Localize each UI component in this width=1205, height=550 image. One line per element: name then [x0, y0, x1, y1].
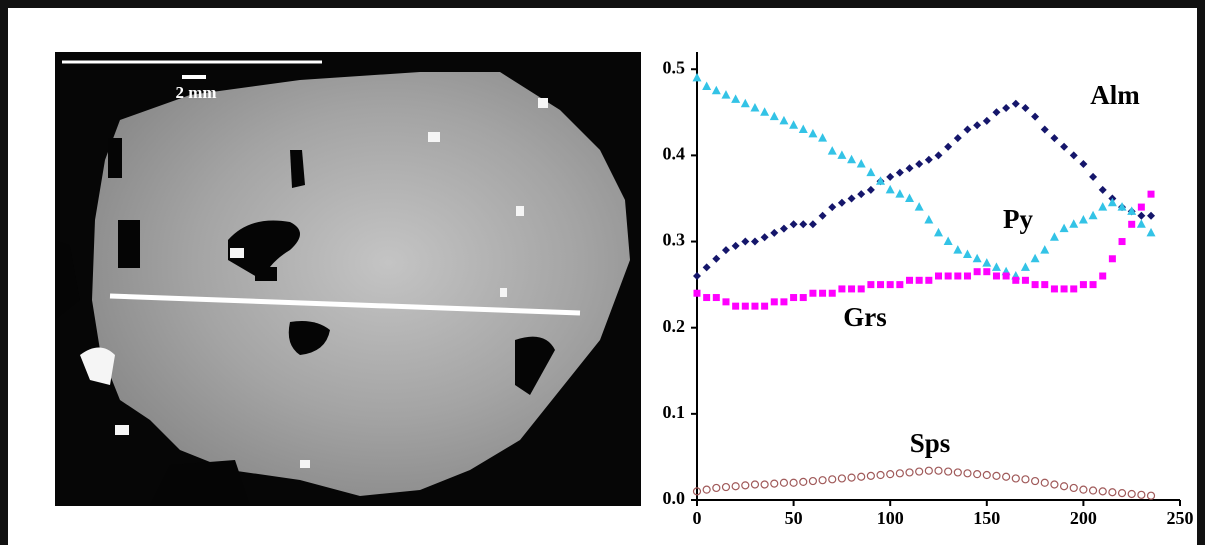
point [771, 298, 778, 305]
x-tick-label: 150 [973, 508, 1000, 528]
point [1119, 238, 1126, 245]
y-tick-label: 0.5 [663, 57, 686, 77]
point [1099, 273, 1106, 280]
point [1061, 285, 1068, 292]
point [1090, 281, 1097, 288]
y-tick-label: 0.1 [663, 402, 686, 422]
point [1022, 277, 1029, 284]
point [993, 273, 1000, 280]
point [809, 290, 816, 297]
point [974, 268, 981, 275]
point [751, 303, 758, 310]
point [848, 285, 855, 292]
point [954, 273, 961, 280]
point [1138, 204, 1145, 211]
point [935, 273, 942, 280]
point [1109, 255, 1116, 262]
y-tick-label: 0.3 [663, 230, 686, 250]
series-label: Py [1003, 204, 1033, 234]
point [1012, 277, 1019, 284]
point [713, 294, 720, 301]
point [1080, 281, 1087, 288]
point [877, 281, 884, 288]
x-tick-label: 200 [1070, 508, 1097, 528]
point [732, 303, 739, 310]
point [703, 294, 710, 301]
point [964, 273, 971, 280]
point [867, 281, 874, 288]
point [780, 298, 787, 305]
series-label: Sps [910, 428, 951, 458]
scale-label: 2 mm [175, 83, 216, 102]
point [906, 277, 913, 284]
point [858, 285, 865, 292]
point [722, 298, 729, 305]
x-tick-label: 100 [877, 508, 904, 528]
point [1041, 281, 1048, 288]
x-tick-label: 250 [1167, 508, 1194, 528]
series-label: Grs [843, 302, 887, 332]
point [945, 273, 952, 280]
point [761, 303, 768, 310]
point [925, 277, 932, 284]
y-tick-label: 0.4 [663, 144, 686, 164]
point [1032, 281, 1039, 288]
point [819, 290, 826, 297]
point [1051, 285, 1058, 292]
point [829, 290, 836, 297]
series-label: Alm [1090, 80, 1140, 110]
point [1148, 191, 1155, 198]
point [838, 285, 845, 292]
x-tick-label: 50 [785, 508, 803, 528]
point [800, 294, 807, 301]
y-tick-label: 0.2 [663, 316, 686, 336]
point [1003, 273, 1010, 280]
point [896, 281, 903, 288]
point [916, 277, 923, 284]
point [1070, 285, 1077, 292]
point [1128, 221, 1135, 228]
point [983, 268, 990, 275]
point [742, 303, 749, 310]
point [694, 290, 701, 297]
point [887, 281, 894, 288]
bse-image: 2 mm [55, 52, 641, 506]
point [790, 294, 797, 301]
figure: 2 mm 0.0 0.1 0.2 0.3 0.4 0.5 0 50 100 150 200 250 Al… [0, 0, 1205, 545]
x-tick-label: 0 [693, 508, 702, 528]
y-tick-label: 0.0 [663, 488, 686, 508]
